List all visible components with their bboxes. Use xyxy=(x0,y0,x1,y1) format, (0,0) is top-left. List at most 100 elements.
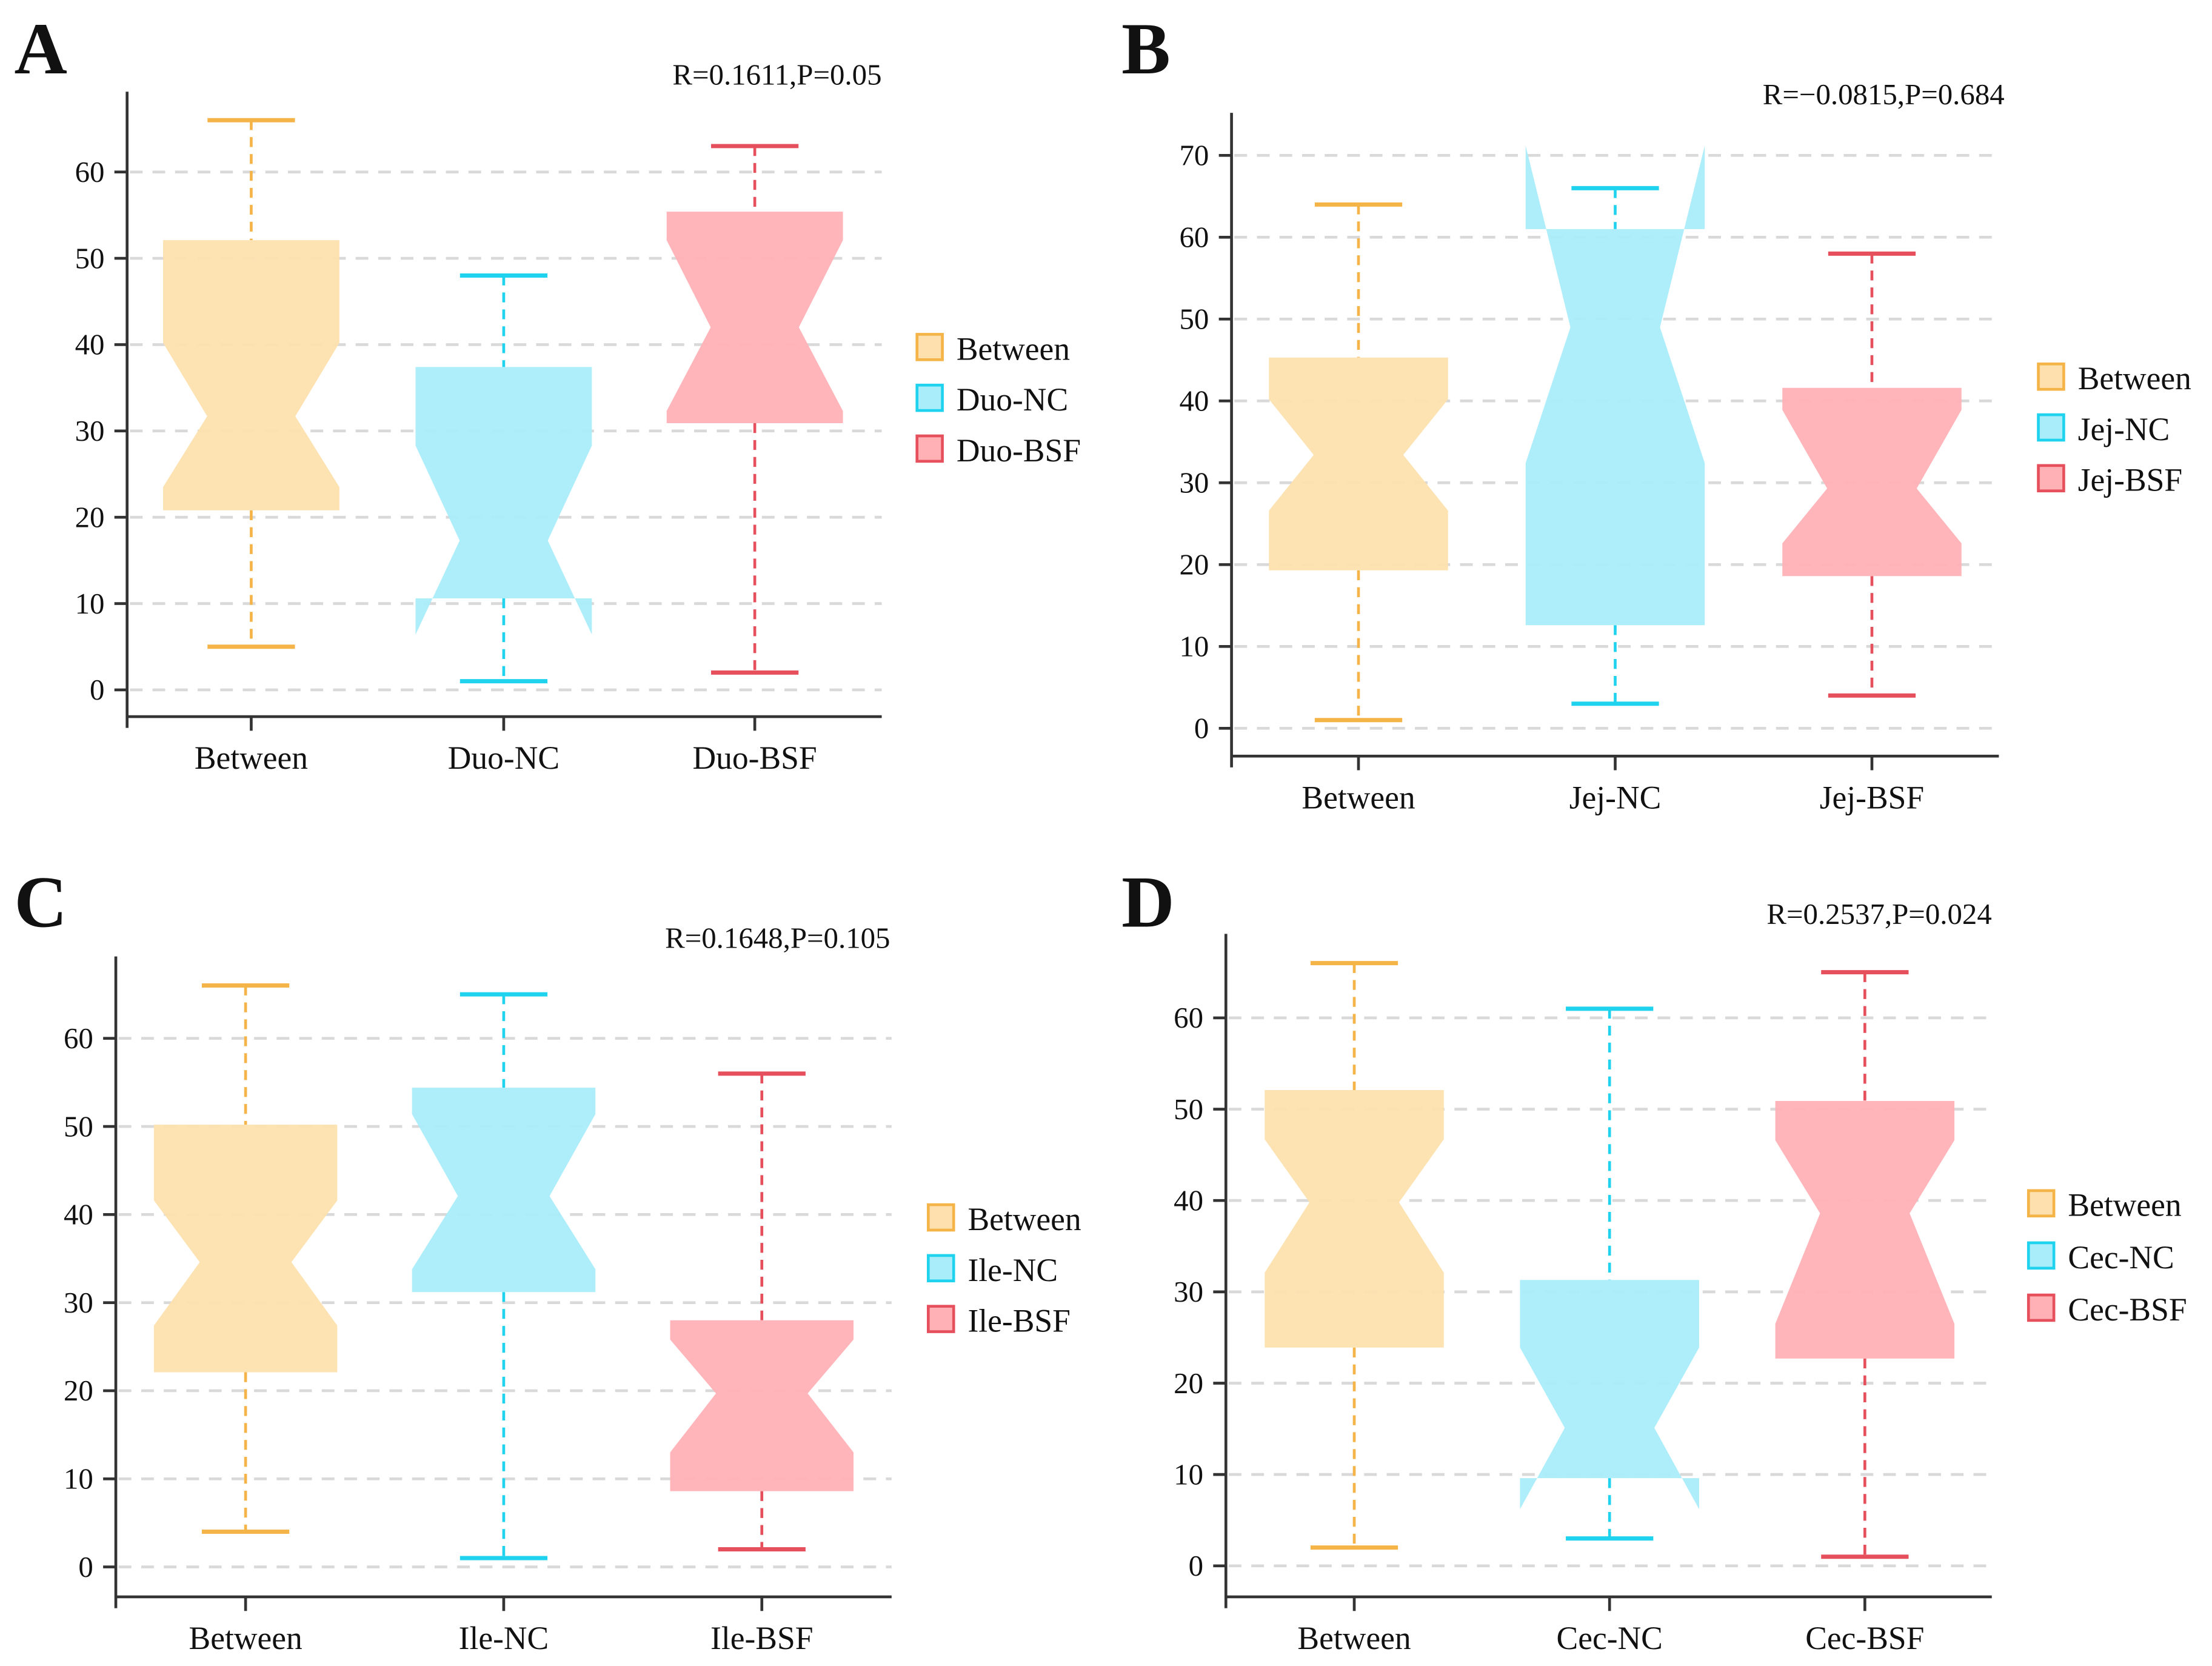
panel-d: D R=0.2537,P=0.024 0 10 20 30 40 50 60 Between Bet… xyxy=(1121,862,2187,1656)
y-tick-label: 50 xyxy=(1180,303,1209,336)
y-tick-label: 70 xyxy=(1180,139,1209,172)
y-tick-label: 20 xyxy=(1174,1367,1203,1400)
panel-b: B R=−0.0815,P=0.684 0 10 20 30 40 50 60 70 Between… xyxy=(1121,8,2191,815)
legend-label: Jej-BSF xyxy=(2078,462,2182,498)
y-tick-label: 10 xyxy=(75,587,105,620)
y-tick-label: 50 xyxy=(64,1109,93,1143)
notched-box xyxy=(163,240,339,510)
x-category-label: Jej-NC xyxy=(1569,779,1662,815)
box-between xyxy=(1269,202,1448,723)
panel-a: A R=0.1611,P=0.05 0 10 20 30 40 50 60 Between Betw… xyxy=(15,8,1081,776)
x-category-label: Cec-NC xyxy=(1557,1620,1663,1656)
panel-label: C xyxy=(15,862,67,943)
box-jej-nc xyxy=(1525,146,1705,706)
y-tick-label: 0 xyxy=(1189,1549,1203,1582)
legend-swatch xyxy=(2027,1189,2056,1218)
y-tick-label: 10 xyxy=(64,1462,93,1496)
box-jej-bsf xyxy=(1782,251,1962,698)
legend-label: Cec-BSF xyxy=(2068,1291,2187,1328)
y-tick-label: 20 xyxy=(1180,548,1209,581)
legend-swatch xyxy=(915,434,944,463)
y-tick-label: 50 xyxy=(1174,1092,1203,1126)
legend-label: Between xyxy=(967,1201,1081,1237)
x-category-label: Duo-BSF xyxy=(693,740,817,776)
notched-box xyxy=(412,1088,596,1293)
notched-box xyxy=(666,212,843,423)
legend-swatch xyxy=(926,1203,955,1232)
y-tick-label: 60 xyxy=(1180,221,1209,254)
legend-swatch xyxy=(2037,413,2065,442)
notched-box xyxy=(1775,1101,1955,1359)
legend-swatch xyxy=(2027,1241,2056,1270)
legend-label: Cec-NC xyxy=(2068,1239,2174,1276)
x-category-label: Ile-NC xyxy=(459,1620,549,1656)
panel-c: C R=0.1648,P=0.105 0 10 20 30 40 50 60 Between Bet… xyxy=(15,862,1081,1656)
stat-annotation: R=−0.0815,P=0.684 xyxy=(1763,78,2005,111)
notched-box xyxy=(670,1320,854,1491)
notched-box xyxy=(415,367,592,635)
panel-label: B xyxy=(1121,8,1171,90)
notched-box xyxy=(1269,357,1448,570)
legend-label: Between xyxy=(957,330,1070,367)
legend-swatch xyxy=(2037,362,2065,391)
notched-box xyxy=(153,1125,338,1373)
y-tick-label: 30 xyxy=(1174,1275,1203,1308)
y-tick-label: 10 xyxy=(1180,630,1209,663)
y-tick-label: 20 xyxy=(64,1374,93,1407)
y-tick-label: 60 xyxy=(75,155,105,189)
y-tick-label: 20 xyxy=(75,500,105,534)
legend-label: Jej-NC xyxy=(2078,411,2170,447)
y-tick-label: 40 xyxy=(75,328,105,361)
y-tick-label: 0 xyxy=(78,1550,93,1584)
box-cec-nc xyxy=(1520,1006,1699,1541)
notched-box xyxy=(1265,1089,1444,1348)
box-between xyxy=(163,118,339,649)
box-between xyxy=(1265,961,1444,1550)
stat-annotation: R=0.1611,P=0.05 xyxy=(672,58,881,92)
box-ile-bsf xyxy=(670,1071,854,1552)
panel-label: D xyxy=(1121,862,1174,943)
y-tick-label: 10 xyxy=(1174,1457,1203,1491)
stat-annotation: R=0.2537,P=0.024 xyxy=(1766,897,1991,931)
x-category-label: Ile-BSF xyxy=(710,1620,813,1656)
legend-swatch xyxy=(926,1305,955,1333)
y-tick-label: 30 xyxy=(75,414,105,447)
y-tick-label: 40 xyxy=(64,1198,93,1231)
x-category-label: Between xyxy=(1301,779,1415,815)
legend-swatch xyxy=(2027,1293,2056,1322)
stat-annotation: R=0.1648,P=0.105 xyxy=(665,922,890,955)
legend-label: Ile-NC xyxy=(967,1252,1058,1288)
y-tick-label: 0 xyxy=(90,673,104,706)
panel-label: A xyxy=(15,8,67,90)
box-ile-nc xyxy=(412,992,596,1561)
y-tick-label: 60 xyxy=(1174,1001,1203,1034)
y-tick-label: 40 xyxy=(1174,1184,1203,1217)
x-category-label: Duo-NC xyxy=(448,740,560,776)
x-category-label: Cec-BSF xyxy=(1805,1620,1924,1656)
y-tick-label: 30 xyxy=(1180,466,1209,500)
y-tick-label: 40 xyxy=(1180,384,1209,418)
box-between xyxy=(153,983,338,1534)
x-category-label: Jej-BSF xyxy=(1820,779,1924,815)
legend-label: Between xyxy=(2068,1187,2181,1223)
legend-swatch xyxy=(2037,464,2065,493)
box-duo-bsf xyxy=(666,144,843,675)
legend-swatch xyxy=(915,383,944,412)
legend-label: Duo-NC xyxy=(957,381,1068,418)
box-cec-bsf xyxy=(1775,970,1955,1559)
legend-swatch xyxy=(926,1254,955,1283)
notched-box xyxy=(1520,1280,1699,1510)
y-tick-label: 0 xyxy=(1194,712,1209,745)
legend-label: Duo-BSF xyxy=(957,432,1081,469)
y-tick-label: 30 xyxy=(64,1286,93,1319)
notched-box xyxy=(1525,146,1705,626)
x-category-label: Between xyxy=(195,740,308,776)
y-tick-label: 50 xyxy=(75,241,105,275)
notched-box xyxy=(1782,387,1962,577)
legend-label: Between xyxy=(2078,360,2191,396)
x-category-label: Between xyxy=(1297,1620,1411,1656)
y-tick-label: 60 xyxy=(64,1022,93,1055)
legend-swatch xyxy=(915,333,944,361)
box-duo-nc xyxy=(415,273,592,684)
